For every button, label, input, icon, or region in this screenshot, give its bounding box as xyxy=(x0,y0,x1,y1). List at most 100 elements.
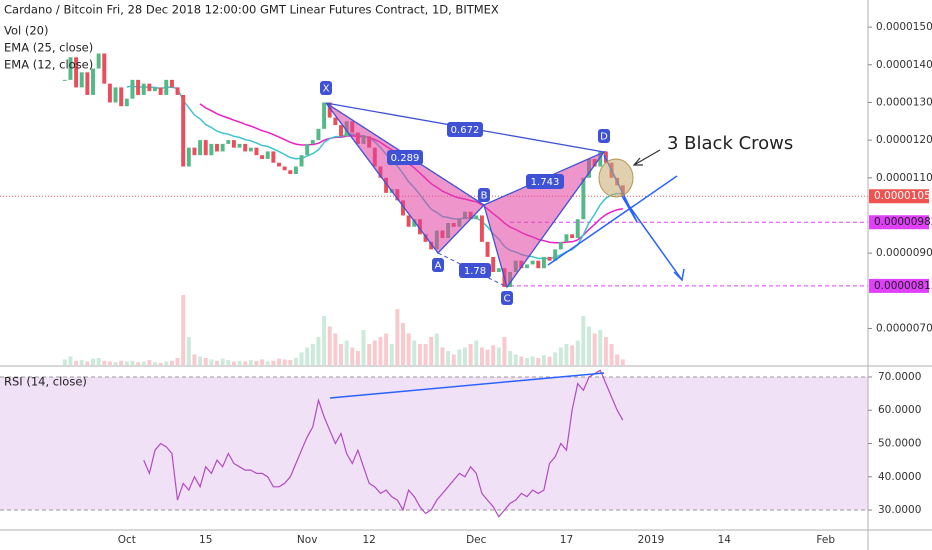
volume-bar xyxy=(305,347,310,365)
candle xyxy=(141,83,146,95)
volume-bar xyxy=(525,358,529,365)
candle xyxy=(181,94,186,167)
indicator-label: Vol (20) xyxy=(4,24,48,38)
candle xyxy=(164,79,169,95)
candle xyxy=(198,140,203,156)
x-tick-label: 2019 xyxy=(638,534,665,546)
candle xyxy=(79,72,84,88)
price-label-box xyxy=(869,189,929,204)
volume-bar xyxy=(451,354,456,365)
point-box xyxy=(501,291,513,305)
volume-bar xyxy=(603,337,608,365)
candle xyxy=(541,256,546,269)
volume-bar xyxy=(479,347,484,365)
point-box xyxy=(478,188,490,202)
candle xyxy=(474,215,479,220)
volume-bar xyxy=(265,361,270,365)
arrow-head xyxy=(673,268,685,282)
y-tick-label: 30.0000 xyxy=(878,504,921,516)
x-tick-label: Feb xyxy=(816,534,835,546)
volume-bar xyxy=(395,309,400,365)
rsi-line xyxy=(143,369,624,518)
volume-bar xyxy=(68,356,73,365)
candle xyxy=(254,147,259,156)
ratio-box xyxy=(526,174,564,189)
y-tick-label: 60.0000 xyxy=(878,404,921,416)
candle xyxy=(322,102,327,129)
volume-bar xyxy=(254,360,259,365)
volume-bar xyxy=(440,347,445,365)
volume-bar xyxy=(457,349,462,365)
candle xyxy=(226,140,231,144)
volume-bar xyxy=(344,340,349,365)
volume-bar xyxy=(327,326,332,365)
volume-bar xyxy=(62,359,67,365)
volume-bar xyxy=(406,333,411,365)
volume-bar xyxy=(570,345,575,365)
volume-bar xyxy=(209,359,214,365)
volume-bar xyxy=(491,345,496,365)
candle xyxy=(485,241,490,257)
point-box xyxy=(432,258,444,272)
candle xyxy=(479,215,484,242)
volume-bar xyxy=(310,344,315,365)
volume-bar xyxy=(299,352,304,365)
volume-bar xyxy=(587,326,591,365)
volume-bar xyxy=(609,344,614,365)
volume-bar xyxy=(288,360,293,365)
candle xyxy=(124,98,129,107)
volume-bar xyxy=(248,360,253,365)
candle xyxy=(260,155,265,159)
volume-bar xyxy=(113,362,118,365)
volume-bar xyxy=(598,330,603,365)
volume-bar xyxy=(158,362,163,365)
candle xyxy=(496,268,501,272)
x-tick-label: Nov xyxy=(297,534,318,546)
x-tick-label: 12 xyxy=(362,534,375,546)
candle xyxy=(265,151,270,159)
candle xyxy=(248,147,253,152)
candle xyxy=(158,87,163,95)
candle xyxy=(570,234,575,239)
volume-bar xyxy=(164,361,169,365)
volume-bar xyxy=(581,316,586,365)
candle xyxy=(575,219,580,239)
ratio-box xyxy=(447,122,483,137)
volume-bar xyxy=(355,351,360,365)
volume-bar xyxy=(175,358,180,365)
point-label: B xyxy=(481,191,488,202)
volume-bar xyxy=(575,340,580,365)
volume-bar xyxy=(119,360,124,365)
candle xyxy=(525,264,529,269)
ratio-label: 1.78 xyxy=(464,266,486,277)
x-tick-label: Oct xyxy=(118,534,136,546)
candle xyxy=(603,151,608,163)
volume-bar xyxy=(282,359,287,365)
volume-bar xyxy=(181,295,186,365)
volume-bar xyxy=(85,361,90,365)
volume-bar xyxy=(316,337,321,365)
volume-bar xyxy=(107,361,112,365)
candle xyxy=(153,87,157,92)
volume-bar xyxy=(468,344,473,365)
volume-bar xyxy=(231,361,236,365)
price-label: 0.00000813 xyxy=(874,280,932,292)
volume-bar xyxy=(124,361,129,365)
volume-bar xyxy=(141,361,146,365)
candle xyxy=(169,79,174,88)
volume-bar xyxy=(79,360,84,365)
candle xyxy=(282,166,287,171)
candle xyxy=(553,249,558,261)
candle xyxy=(186,147,191,167)
point-label: D xyxy=(600,132,608,143)
candle xyxy=(85,72,90,95)
volume-bar xyxy=(423,344,428,365)
candle xyxy=(429,241,434,250)
price-label: 0.00000982 xyxy=(874,216,932,228)
volume-bar xyxy=(203,358,208,365)
harmonic-pattern: 3 Black Crows X A B C D 0.672 0.289 1.74… xyxy=(320,81,793,399)
candle xyxy=(147,83,152,92)
volume-bar xyxy=(333,333,338,365)
